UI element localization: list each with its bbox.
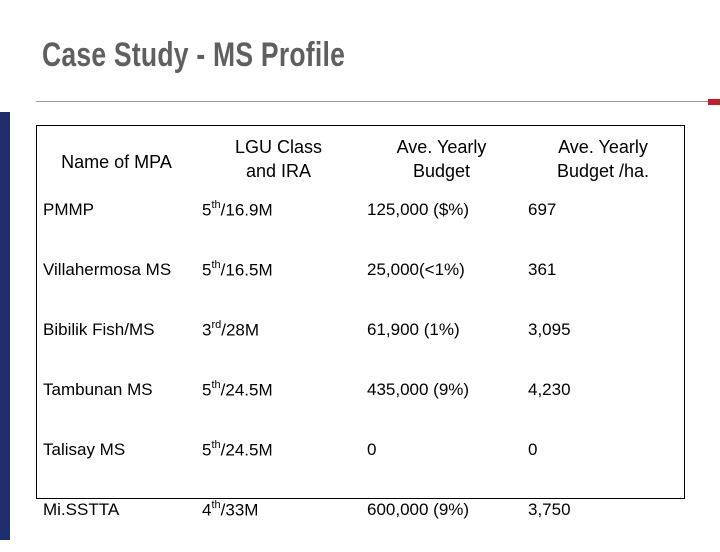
lgu-class-suffix: th — [211, 199, 221, 211]
mpa-profile-table: Name of MPA LGU Class and IRA Ave. Yearl… — [36, 125, 685, 520]
budget-per-ha-cell: 0 — [528, 440, 538, 459]
header-name-of-mpa: Name of MPA — [37, 126, 196, 192]
cell-name: Villahermosa MS — [37, 252, 196, 312]
lgu-class-suffix: th — [211, 439, 221, 451]
header-budget-ha-line2: Budget /ha. — [556, 161, 650, 181]
lgu-class-suffix: th — [211, 259, 221, 271]
cell-budget-ha: 3,095 — [522, 312, 684, 372]
header-budget-line2: Budget — [412, 161, 471, 181]
table-header-row: Name of MPA LGU Class and IRA Ave. Yearl… — [37, 126, 684, 192]
table-body: PMMP 5th/16.9M 125,000 ($%) 697 Villahermosa… — [37, 192, 684, 552]
table-row: Mi.SSTTA 4th/33M 600,000 (9%) 3,750 — [37, 492, 684, 552]
cell-name: Tambunan MS — [37, 372, 196, 432]
mpa-name-cell: Mi.SSTTA — [43, 500, 120, 519]
cell-budget-ha: 3,750 — [522, 492, 684, 552]
lgu-class-number: 5 — [202, 200, 212, 220]
yearly-budget-cell: 0 — [367, 440, 377, 459]
mpa-name-cell: Talisay MS — [43, 440, 126, 459]
header-lgu-class-line1: LGU Class — [234, 137, 323, 157]
table-row: Villahermosa MS 5th/16.5M 25,000(<1%) 361 — [37, 252, 684, 312]
header-budget-line1: Ave. Yearly — [396, 137, 487, 157]
cell-budget-ha: 361 — [522, 252, 684, 312]
header-lgu-class-line2: and IRA — [245, 161, 312, 181]
left-accent-bar — [0, 112, 10, 540]
ira-value: /24.5M — [220, 380, 273, 400]
lgu-class-number: 3 — [202, 320, 212, 340]
cell-name: Bibilik Fish/MS — [37, 312, 196, 372]
mpa-name-cell: PMMP — [43, 200, 94, 219]
slide-title: Case Study - MS Profile — [42, 36, 346, 74]
cell-budget: 125,000 ($%) — [361, 192, 522, 252]
ira-value: /16.5M — [220, 260, 273, 280]
yearly-budget-cell: 25,000(<1%) — [367, 260, 465, 279]
yearly-budget-cell: 600,000 (9%) — [367, 500, 470, 519]
budget-per-ha-cell: 697 — [528, 200, 557, 219]
yearly-budget-cell: 61,900 (1%) — [367, 320, 460, 339]
header-ave-yearly-budget-ha: Ave. Yearly Budget /ha. — [522, 126, 684, 192]
ira-value: /16.9M — [220, 200, 273, 220]
mpa-name-cell: Villahermosa MS — [43, 260, 172, 279]
cell-lgu-class: 4th/33M — [196, 492, 361, 552]
cell-budget: 600,000 (9%) — [361, 492, 522, 552]
cell-budget: 0 — [361, 432, 522, 492]
table-row: Bibilik Fish/MS 3rd/28M 61,900 (1%) 3,095 — [37, 312, 684, 372]
header-lgu-class: LGU Class and IRA — [196, 126, 361, 192]
ira-value: /24.5M — [220, 440, 273, 460]
budget-per-ha-cell: 361 — [528, 260, 557, 279]
lgu-class-number: 4 — [202, 500, 212, 520]
yearly-budget-cell: 435,000 (9%) — [367, 380, 470, 399]
cell-budget-ha: 697 — [522, 192, 684, 252]
header-name-of-mpa-text: Name of MPA — [61, 152, 172, 172]
cell-lgu-class: 5th/16.5M — [196, 252, 361, 312]
header-budget-ha-line1: Ave. Yearly — [558, 137, 648, 157]
budget-per-ha-cell: 4,230 — [528, 380, 571, 399]
lgu-class-suffix: th — [211, 499, 221, 511]
profile-table: Name of MPA LGU Class and IRA Ave. Yearl… — [37, 126, 684, 552]
mpa-name-cell: Bibilik Fish/MS — [43, 320, 155, 339]
cell-budget: 435,000 (9%) — [361, 372, 522, 432]
cell-budget: 61,900 (1%) — [361, 312, 522, 372]
lgu-class-suffix: rd — [211, 319, 222, 331]
budget-per-ha-cell: 3,750 — [528, 500, 571, 519]
cell-lgu-class: 5th/16.9M — [196, 192, 361, 252]
cell-lgu-class: 5th/24.5M — [196, 372, 361, 432]
ira-value: /33M — [220, 500, 259, 520]
lgu-class-number: 5 — [202, 440, 212, 460]
header-ave-yearly-budget: Ave. Yearly Budget — [361, 126, 522, 192]
cell-lgu-class: 3rd/28M — [196, 312, 361, 372]
lgu-class-number: 5 — [202, 380, 212, 400]
yearly-budget-cell: 125,000 ($%) — [367, 200, 470, 219]
title-divider — [36, 101, 720, 102]
ira-value: /28M — [221, 320, 260, 340]
cell-name: Mi.SSTTA — [37, 492, 196, 552]
cell-name: Talisay MS — [37, 432, 196, 492]
table-row: Talisay MS 5th/24.5M 0 0 — [37, 432, 684, 492]
cell-budget: 25,000(<1%) — [361, 252, 522, 312]
lgu-class-number: 5 — [202, 260, 212, 280]
lgu-class-suffix: th — [211, 379, 221, 391]
mpa-name-cell: Tambunan MS — [43, 380, 153, 399]
table-row: PMMP 5th/16.9M 125,000 ($%) 697 — [37, 192, 684, 252]
cell-budget-ha: 4,230 — [522, 372, 684, 432]
title-accent-mark — [708, 99, 720, 105]
cell-lgu-class: 5th/24.5M — [196, 432, 361, 492]
budget-per-ha-cell: 3,095 — [528, 320, 571, 339]
cell-name: PMMP — [37, 192, 196, 252]
table-row: Tambunan MS 5th/24.5M 435,000 (9%) 4,230 — [37, 372, 684, 432]
cell-budget-ha: 0 — [522, 432, 684, 492]
